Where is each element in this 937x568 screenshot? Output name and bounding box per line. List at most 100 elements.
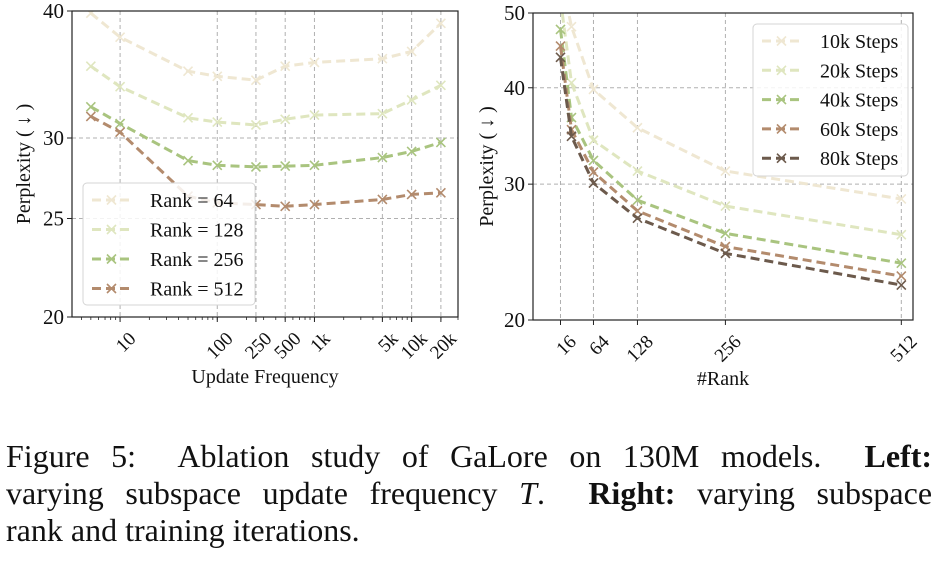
chart-rank: 20 30 40 50 16 64 128 256 512 #Rank Perplexity ( ↓… [476, 0, 922, 390]
data-point-marker [250, 161, 262, 172]
plot-frame [71, 10, 459, 318]
data-point-marker [588, 177, 599, 189]
legend-item: 10k Steps [762, 31, 899, 53]
data-point-marker [212, 71, 223, 82]
figure-caption: Figure 5: Ablation study of GaLore on 13… [6, 438, 932, 549]
x-tick-label: 128 [623, 331, 658, 366]
x-axis-label: Update Frequency [191, 366, 338, 388]
legend: Rank = 64 Rank = 128 Rank = 256 Rank = 512 [82, 182, 256, 306]
x-tick-label: 100 [203, 328, 238, 363]
data-point-marker [556, 0, 565, 4]
data-point-marker [309, 199, 320, 210]
data-point-marker [896, 279, 907, 291]
legend-label: 20k Steps [820, 60, 899, 82]
series-80k-steps [555, 52, 907, 291]
data-point-marker [632, 195, 643, 206]
data-point-marker [435, 18, 446, 29]
plot-frame [532, 12, 914, 321]
data-point-marker [280, 114, 291, 125]
legend-item: 20k Steps [762, 60, 899, 82]
y-axis-label: Perplexity ( ↓ ) [476, 106, 498, 227]
legend-marker [106, 194, 117, 206]
caption-left-label: Left: [864, 438, 933, 474]
caption-line-3: rank and training iterations. [6, 512, 932, 549]
data-point-marker [182, 112, 194, 123]
caption-figure-label: Figure 5: [6, 438, 137, 474]
series-line [89, 64, 442, 127]
y-tick-label: 20 [504, 308, 525, 332]
caption-summary: Ablation study of GaLore on 130M models. [177, 438, 822, 474]
data-point-marker [406, 146, 417, 157]
legend-marker [106, 224, 117, 235]
x-tick-label: 512 [887, 331, 922, 366]
series-line [559, 57, 902, 287]
caption-right-text-a: varying subspace [697, 475, 933, 511]
data-point-marker [406, 94, 417, 106]
data-point-marker [182, 66, 194, 77]
series-10k-steps [566, 13, 907, 205]
legend-label: 10k Steps [820, 31, 899, 53]
data-point-marker [280, 201, 291, 212]
data-point-marker [720, 228, 731, 239]
data-point-marker [377, 152, 388, 163]
y-axis-label: Perplexity ( ↓ ) [13, 104, 35, 225]
data-point-marker [632, 205, 643, 216]
legend-item: Rank = 512 [92, 279, 244, 301]
series-20k-steps [556, 0, 907, 240]
data-point-marker [377, 194, 388, 205]
legend-item: Rank = 64 [92, 190, 234, 212]
y-tick-label: 20 [43, 305, 64, 329]
data-point-marker [896, 271, 907, 282]
x-tick-label: 1k [306, 328, 335, 357]
data-point-marker [85, 11, 96, 19]
legend: 10k Steps 20k Steps 40k Steps 60k Steps 80k … [752, 23, 909, 177]
legend-label: Rank = 256 [150, 249, 244, 271]
legend-marker [776, 65, 787, 76]
legend-marker [106, 253, 117, 265]
series-rank-128 [85, 61, 446, 131]
legend-marker [106, 283, 117, 294]
data-point-marker [85, 61, 96, 72]
data-point-marker [566, 131, 577, 142]
data-point-marker [377, 108, 388, 119]
legend-box [752, 23, 909, 177]
data-point-marker [896, 229, 907, 240]
x-tick-label: 250 [241, 328, 276, 363]
x-tick-label: 500 [270, 328, 305, 363]
data-point-marker [555, 24, 566, 35]
legend-label: 80k Steps [820, 148, 899, 170]
legend-item: Rank = 256 [92, 249, 244, 271]
series-line [90, 105, 442, 169]
data-point-marker [85, 111, 96, 122]
data-point-marker [85, 101, 96, 112]
y-tick-label: 30 [43, 126, 64, 150]
legend-item: Rank = 128 [92, 220, 244, 242]
data-point-marker [588, 167, 599, 178]
data-point-marker [632, 213, 643, 224]
data-point-marker [212, 160, 223, 171]
series-line [89, 12, 442, 82]
legend-marker [776, 35, 787, 47]
legend-marker [776, 94, 787, 105]
caption-right-label: Right: [588, 475, 676, 511]
series-line [567, 13, 902, 201]
data-point-marker [115, 118, 126, 129]
legend-box [82, 182, 256, 306]
legend-item: 80k Steps [762, 148, 899, 170]
data-point-marker [377, 53, 388, 64]
legend-label: Rank = 64 [150, 190, 234, 212]
data-point-marker [720, 165, 731, 177]
x-tick-label: 64 [585, 331, 614, 360]
x-tick-label: 256 [711, 331, 746, 366]
legend-item: 40k Steps [762, 90, 899, 112]
y-tick-label: 50 [504, 1, 525, 25]
data-point-marker [720, 201, 731, 212]
legend-item: 60k Steps [762, 119, 899, 141]
data-point-marker [182, 155, 194, 166]
data-point-marker [309, 57, 320, 68]
x-tick-label: 20k [426, 328, 461, 363]
caption-left-text: varying subspace update frequency [6, 475, 498, 511]
legend-label: 40k Steps [820, 90, 899, 112]
data-point-marker [115, 127, 126, 138]
x-axis-label: #Rank [697, 368, 749, 390]
